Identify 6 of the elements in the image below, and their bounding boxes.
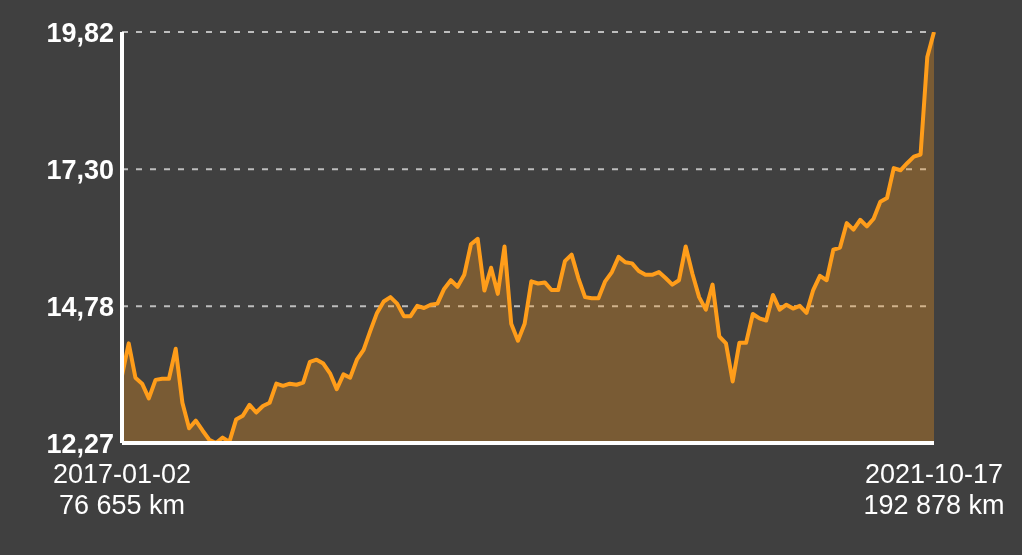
x-tick-label: 2021-10-17 192 878 km [863, 459, 1005, 521]
x-tick-label: 2017-01-02 76 655 km [52, 459, 192, 521]
y-tick-label: 19,82 [46, 17, 114, 48]
y-tick-label: 12,27 [46, 428, 114, 459]
y-tick-label: 17,30 [46, 154, 114, 185]
y-tick-label: 14,78 [46, 291, 114, 322]
